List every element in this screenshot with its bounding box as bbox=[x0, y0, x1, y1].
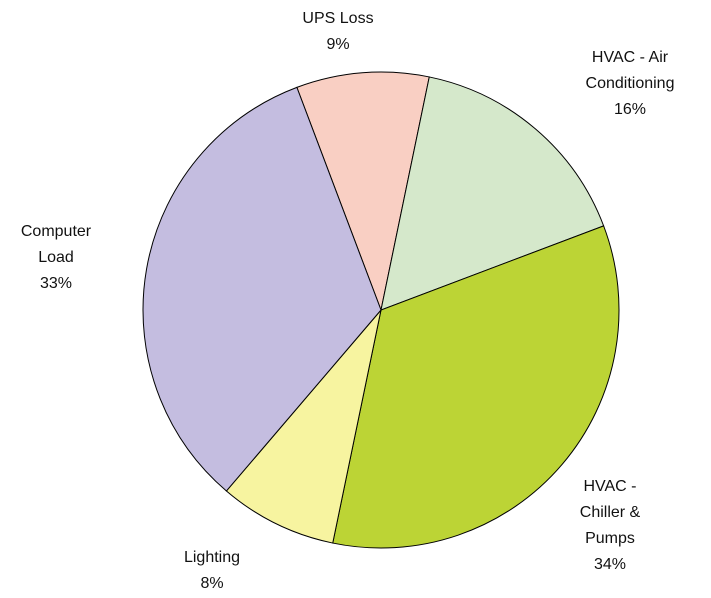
value-label: 33% bbox=[39, 275, 73, 292]
pie-slice bbox=[225, 309, 382, 544]
slice-label: Lighting 8% bbox=[162, 545, 262, 597]
value-label: 9% bbox=[326, 36, 350, 53]
slice-label: HVAC - Air Conditioning 16% bbox=[580, 45, 680, 123]
category-name: UPS Loss bbox=[302, 10, 374, 27]
value-label: 16% bbox=[613, 101, 647, 118]
category-name: Computer Load bbox=[20, 223, 92, 266]
slice-label: UPS Loss 9% bbox=[278, 6, 398, 58]
slice-label: Computer Load 33% bbox=[16, 219, 96, 297]
pie-slice bbox=[380, 76, 605, 311]
pie-slice bbox=[332, 225, 620, 549]
pie-slice bbox=[142, 86, 382, 492]
category-name: Lighting bbox=[183, 549, 241, 566]
category-name: HVAC - Chiller & Pumps bbox=[579, 478, 641, 547]
pie-slice bbox=[296, 71, 430, 312]
value-label: 8% bbox=[200, 575, 224, 592]
value-label: 34% bbox=[593, 556, 627, 573]
slice-label: HVAC - Chiller & Pumps 34% bbox=[570, 474, 650, 578]
category-name: HVAC - Air Conditioning bbox=[585, 49, 675, 92]
